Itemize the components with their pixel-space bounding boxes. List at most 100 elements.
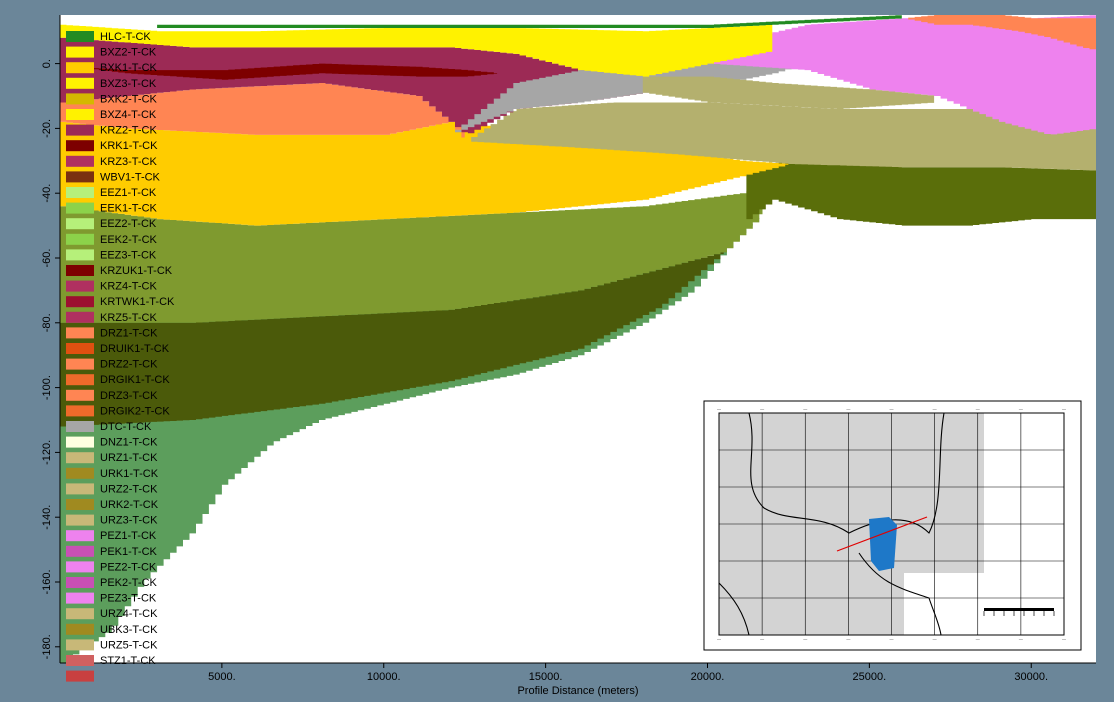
x-tick-label: 15000. [529, 671, 563, 683]
y-tick-label: -20. [41, 119, 53, 138]
legend-swatch [66, 233, 94, 245]
x-tick-label: 10000. [367, 671, 401, 683]
legend-label: BXK2-T-CK [100, 93, 158, 105]
legend-swatch [66, 187, 94, 198]
legend-label: PEZ3-T-CK [100, 593, 157, 605]
map-tick-mark: — [933, 406, 937, 411]
map-tick-mark: — [760, 406, 764, 411]
legend-swatch [66, 358, 94, 370]
legend-swatch [66, 623, 94, 635]
legend-swatch [66, 436, 94, 448]
legend-label: KRZ5-T-CK [100, 312, 158, 324]
legend-swatch [66, 46, 94, 58]
legend-swatch [66, 265, 94, 276]
legend-swatch [66, 389, 94, 401]
legend-swatch [66, 483, 94, 495]
layer-surface-line [157, 15, 902, 28]
legend-swatch [66, 202, 94, 214]
legend-label: URK1-T-CK [100, 468, 159, 480]
legend-swatch [66, 218, 94, 230]
legend-label: BXZ4-T-CK [100, 109, 157, 121]
y-axis: 0. -20. -40. -60. -80. -100. -120. -140. -160. -1… [41, 15, 61, 663]
legend-label: PEZ1-T-CK [100, 530, 157, 542]
map-border-line [858, 552, 942, 636]
legend-swatch [66, 499, 94, 510]
legend-label: URK2-T-CK [100, 499, 159, 511]
legend-label: DRZ2-T-CK [100, 359, 158, 371]
legend-swatch [66, 140, 94, 152]
legend-label: DNZ1-T-CK [100, 437, 158, 449]
legend-swatch [66, 155, 94, 167]
legend-label: KRZUK1-T-CK [100, 265, 173, 277]
legend-swatch [66, 530, 94, 542]
y-tick-label: -120. [41, 440, 53, 465]
legend-swatch [66, 421, 94, 432]
legend-swatch [66, 296, 94, 308]
layer-olive-dark-right [746, 161, 1096, 226]
layer-salmon-band [60, 83, 465, 138]
map-tick-mark: — [846, 406, 850, 411]
map-tick-mark: — [1019, 636, 1023, 641]
map-border-line [718, 582, 750, 636]
legend-label: PEK2-T-CK [100, 577, 158, 589]
y-tick-label: -80. [41, 313, 53, 332]
legend-swatch [66, 62, 94, 74]
legend-swatch [66, 639, 94, 651]
layers-group [60, 15, 1096, 663]
legend-label: URZ3-T-CK [100, 515, 158, 527]
legend-swatch [66, 31, 94, 42]
legend-label: KRTWK1-T-CK [100, 296, 175, 308]
x-tick-label: 25000. [853, 671, 887, 683]
legend-label: DRZ3-T-CK [100, 390, 158, 402]
layer-tan-right [464, 102, 1096, 171]
layer-yellow-top [60, 24, 773, 77]
inset-map: — — — — — — — — — — — — — — — — — — [703, 400, 1082, 651]
legend-swatch [66, 592, 94, 604]
legend-swatch [66, 327, 94, 339]
map-border-line [748, 412, 945, 534]
legend-swatch [66, 608, 94, 620]
y-tick-label: -60. [41, 249, 53, 268]
legend-label: KRZ2-T-CK [100, 125, 158, 137]
legend-swatch [66, 374, 94, 386]
x-axis-title: Profile Distance (meters) [517, 685, 638, 697]
map-tick-mark: — [803, 636, 807, 641]
legend-swatch [66, 171, 94, 183]
legend-swatch [66, 467, 94, 479]
legend-label: WBV1-T-CK [100, 171, 161, 183]
legend-swatch [66, 109, 94, 120]
legend-label: DRZ1-T-CK [100, 327, 158, 339]
legend-swatch [66, 311, 94, 323]
legend-label: UBK3-T-CK [100, 624, 158, 636]
legend-label: URZ2-T-CK [100, 483, 158, 495]
legend-swatch [66, 561, 94, 573]
legend-label: EEZ3-T-CK [100, 249, 157, 261]
legend-swatch [66, 93, 94, 105]
y-tick-label: -180. [41, 634, 53, 659]
legend-swatch [66, 77, 94, 89]
layer-dark-red-lens [73, 63, 498, 80]
legend-label: STZ1-T-CK [100, 655, 156, 667]
map-tick-mark: — [1062, 636, 1066, 641]
legend-label: EEK2-T-CK [100, 234, 158, 246]
legend-label: KRK1-T-CK [100, 140, 158, 152]
legend-swatch [66, 655, 94, 666]
x-tick-label: 20000. [691, 671, 725, 683]
legend: HLC-T-CK BXZ2-T-CK BXK1-T-CK BXZ3-T-CK BXK2-… [66, 31, 175, 682]
legend-label: DTC-T-CK [100, 421, 152, 433]
legend-swatch [66, 405, 94, 417]
legend-label: BXK1-T-CK [100, 62, 158, 74]
map-tick-mark: — [1019, 406, 1023, 411]
y-tick-label: -100. [41, 375, 53, 400]
map-study-area [869, 517, 897, 571]
legend-label: DRUIK1-T-CK [100, 343, 170, 355]
layer-tan-upper [642, 76, 935, 109]
layer-orange-cap-right [901, 15, 1096, 51]
legend-label: BXZ2-T-CK [100, 47, 157, 59]
map-tick-mark: — [976, 636, 980, 641]
legend-label: EEZ1-T-CK [100, 187, 157, 199]
legend-label: EEK1-T-CK [100, 203, 158, 215]
layer-gray-band [448, 44, 805, 135]
